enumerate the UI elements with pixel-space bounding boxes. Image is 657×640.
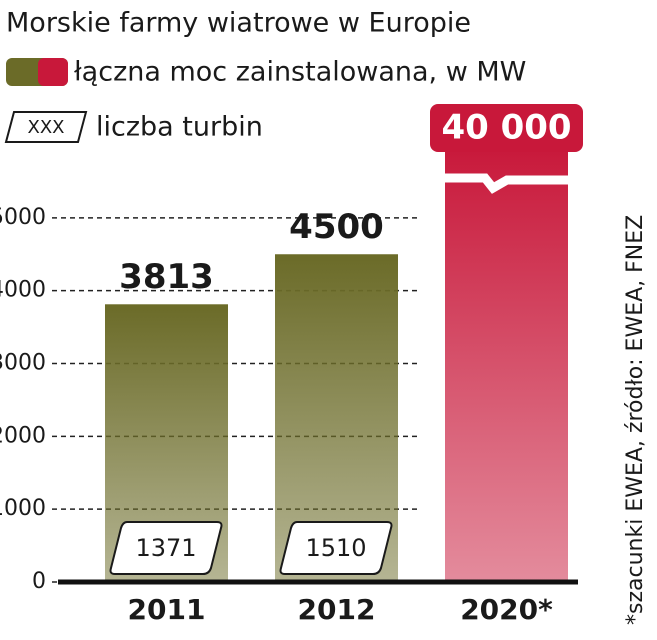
legend-label: liczba turbin (96, 112, 263, 143)
y-tick-label: 3000 (0, 351, 46, 376)
legend-label: łączna moc zainstalowana, w MW (74, 57, 526, 88)
x-tick-label: 2012 (298, 593, 376, 626)
turbine-count: 1371 (135, 534, 196, 562)
turbine-box (279, 521, 393, 575)
y-tick-label: 5000 (0, 205, 46, 230)
value-label: 3813 (119, 257, 214, 297)
legend-box (4, 111, 88, 143)
chart-title: Morskie farmy wiatrowe w Europie (6, 8, 471, 39)
axis-break (443, 173, 570, 194)
y-tick-label: 2000 (0, 423, 46, 448)
turbine-box (109, 521, 223, 575)
x-tick-label: 2011 (128, 593, 206, 626)
value-label: 40 000 (441, 108, 571, 148)
bar (445, 145, 568, 582)
y-tick-label: 0 (32, 569, 46, 594)
legend-swatch (38, 58, 68, 86)
value-label: 4500 (289, 207, 384, 247)
x-tick-label: 2020* (460, 593, 553, 626)
source: *szacunki EWEA, źródło: EWEA, FNEZ (623, 215, 648, 625)
value-label-box (430, 104, 583, 152)
legend-key: XXX (28, 117, 65, 138)
turbine-count: 1510 (305, 534, 366, 562)
y-tick-label: 1000 (0, 496, 46, 521)
legend: łączna moc zainstalowana, w MW XXX liczb… (4, 57, 526, 143)
